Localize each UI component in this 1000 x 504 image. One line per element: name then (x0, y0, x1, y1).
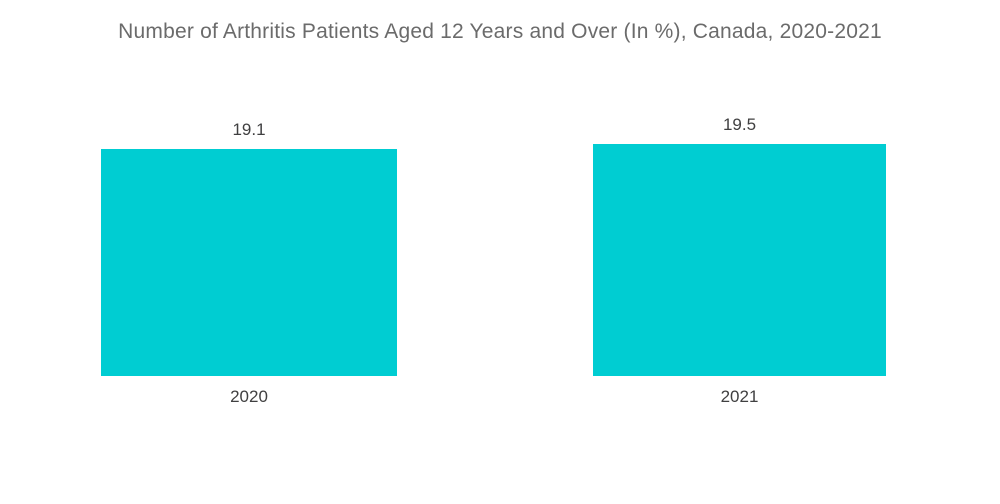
bar (593, 144, 886, 376)
category-label: 2020 (230, 387, 268, 406)
bar (101, 149, 397, 376)
category-label: 2021 (720, 387, 759, 406)
bar-group: 19.5 2021 (593, 0, 886, 406)
bar-group: 19.1 2020 (101, 0, 397, 406)
bar-value-label: 19.1 (232, 120, 266, 139)
chart-title: Number of Arthritis Patients Aged 12 Yea… (118, 20, 882, 43)
bar-value-label: 19.5 (722, 115, 757, 134)
